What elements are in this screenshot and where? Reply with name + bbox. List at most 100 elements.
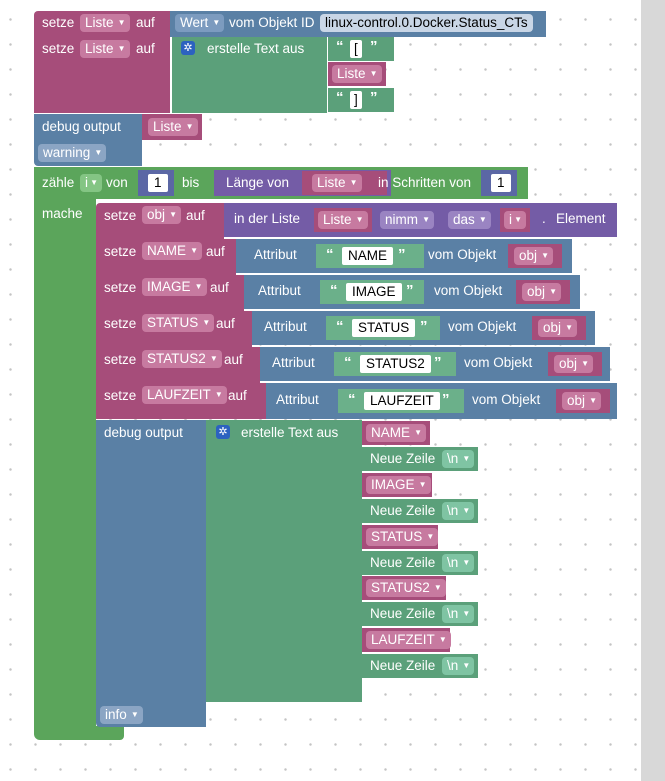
attr-name-text[interactable]: “ STATUS2 ”: [334, 352, 456, 376]
text-value[interactable]: STATUS: [352, 319, 416, 337]
gear-icon[interactable]: ✲: [216, 425, 230, 439]
step-number-block[interactable]: 1: [481, 170, 517, 196]
set-image-block[interactable]: setze IMAGE ▼ auf: [96, 275, 244, 311]
dropdown-arrow-icon: ▼: [130, 710, 139, 719]
newline-item[interactable]: Neue Zeile \n ▼: [362, 499, 478, 523]
gear-icon[interactable]: ✲: [181, 41, 195, 55]
status-var-item[interactable]: STATUS ▼: [362, 525, 439, 549]
text-literal-open[interactable]: “ [ ”: [328, 37, 394, 61]
list-where-dropdown[interactable]: das ▼: [448, 211, 491, 229]
var-dropdown[interactable]: obj ▼: [522, 283, 562, 301]
get-attribute-block-name[interactable]: Attribut “ NAME ” vom Objekt obj ▼: [236, 239, 572, 273]
loop-var-dropdown[interactable]: i ▼: [80, 174, 102, 192]
newline-item[interactable]: Neue Zeile \n ▼: [362, 447, 478, 471]
debug-output-block-2[interactable]: debug output info ▼: [96, 420, 206, 727]
set-label: setze: [42, 15, 75, 30]
get-attribute-block-status[interactable]: Attribut “ STATUS ” vom Objekt obj ▼: [252, 311, 595, 345]
count-loop-header[interactable]: zähle i ▼ von 1 bis Länge von Liste ▼ in S…: [34, 167, 528, 199]
var-dropdown[interactable]: obj ▼: [562, 392, 602, 410]
list-var-block[interactable]: Liste ▼: [302, 171, 387, 195]
var-dropdown[interactable]: STATUS2 ▼: [366, 579, 446, 597]
set-liste-block-2[interactable]: setze Liste ▼ auf: [34, 37, 170, 113]
var-dropdown[interactable]: Liste ▼: [332, 65, 382, 83]
image-var-item[interactable]: IMAGE ▼: [362, 473, 432, 497]
get-attribute-block-image[interactable]: Attribut “ IMAGE ” vom Objekt obj ▼: [244, 275, 580, 309]
list-op-dropdown[interactable]: nimm ▼: [380, 211, 434, 229]
obj-var-block[interactable]: obj ▼: [548, 352, 602, 376]
workspace-scrollbar[interactable]: [641, 0, 665, 781]
obj-var-block[interactable]: obj ▼: [556, 389, 610, 413]
var-dropdown[interactable]: obj ▼: [142, 206, 182, 224]
set-obj-block[interactable]: setze obj ▼ auf: [96, 203, 224, 239]
text-value[interactable]: STATUS2: [360, 355, 431, 373]
var-dropdown[interactable]: obj ▼: [554, 355, 594, 373]
var-dropdown[interactable]: LAUFZEIT ▼: [366, 631, 451, 649]
status2-var-item[interactable]: STATUS2 ▼: [362, 576, 446, 600]
log-level-dropdown[interactable]: warning ▼: [38, 144, 107, 162]
obj-var-block[interactable]: obj ▼: [516, 280, 570, 304]
newline-item[interactable]: Neue Zeile \n ▼: [362, 654, 478, 678]
text-value[interactable]: NAME: [342, 247, 394, 265]
get-attribute-block-status2[interactable]: Attribut “ STATUS2 ” vom Objekt obj ▼: [260, 347, 610, 381]
var-dropdown[interactable]: STATUS2 ▼: [142, 350, 222, 368]
liste-var-block[interactable]: Liste ▼: [328, 62, 386, 86]
text-literal-close[interactable]: “ ] ”: [328, 88, 394, 112]
create-text-block-1[interactable]: ✲ erstelle Text aus: [172, 37, 327, 113]
set-laufzeit-block[interactable]: setze LAUFZEIT ▼ auf: [96, 383, 266, 419]
value-type-dropdown[interactable]: Wert ▼: [175, 14, 225, 32]
newline-dropdown[interactable]: \n ▼: [442, 605, 475, 623]
attr-name-text[interactable]: “ IMAGE ”: [320, 280, 424, 304]
newline-item[interactable]: Neue Zeile \n ▼: [362, 602, 478, 626]
log-level-dropdown[interactable]: info ▼: [100, 706, 143, 724]
var-dropdown[interactable]: IMAGE ▼: [366, 476, 431, 494]
var-dropdown[interactable]: NAME ▼: [366, 424, 427, 442]
liste-var-debug[interactable]: Liste ▼: [142, 114, 202, 140]
text-value[interactable]: IMAGE: [346, 283, 402, 301]
var-dropdown[interactable]: IMAGE ▼: [142, 278, 207, 296]
start-number[interactable]: 1: [148, 174, 168, 192]
var-dropdown[interactable]: Liste ▼: [318, 211, 368, 229]
newline-item[interactable]: Neue Zeile \n ▼: [362, 551, 478, 575]
debug-output-block-1[interactable]: debug output warning ▼: [34, 114, 142, 166]
text-value[interactable]: ]: [350, 91, 362, 109]
newline-dropdown[interactable]: \n ▼: [442, 554, 475, 572]
index-var-block[interactable]: i ▼: [500, 208, 530, 232]
list-var-block[interactable]: Liste ▼: [314, 208, 372, 232]
var-dropdown[interactable]: NAME ▼: [142, 242, 203, 260]
var-dropdown[interactable]: obj ▼: [514, 247, 554, 265]
newline-dropdown[interactable]: \n ▼: [442, 657, 475, 675]
var-dropdown[interactable]: STATUS ▼: [366, 528, 439, 546]
step-number[interactable]: 1: [491, 174, 511, 192]
attr-name-text[interactable]: “ LAUFZEIT ”: [338, 389, 464, 413]
get-attribute-block-laufzeit[interactable]: Attribut “ LAUFZEIT ” vom Objekt obj ▼: [266, 383, 617, 419]
set-liste-block-1[interactable]: setze Liste ▼ auf: [34, 11, 170, 37]
text-value[interactable]: LAUFZEIT: [364, 392, 440, 410]
start-number-block[interactable]: 1: [138, 170, 174, 196]
var-dropdown[interactable]: Liste ▼: [80, 40, 130, 58]
set-name-block[interactable]: setze NAME ▼ auf: [96, 239, 236, 275]
newline-dropdown[interactable]: \n ▼: [442, 450, 475, 468]
set-status-block[interactable]: setze STATUS ▼ auf: [96, 311, 252, 347]
object-id-field[interactable]: linux-control.0.Docker.Status_CTs: [320, 14, 533, 32]
create-text-block-2[interactable]: ✲ erstelle Text aus: [206, 420, 362, 702]
text-value[interactable]: [: [350, 40, 362, 58]
newline-label: Neue Zeile: [370, 503, 436, 518]
var-dropdown[interactable]: Liste ▼: [148, 118, 198, 136]
list-get-block[interactable]: in der Liste Liste ▼ nimm ▼ das ▼ i ▼ . Elem…: [224, 203, 617, 237]
name-var-item[interactable]: NAME ▼: [362, 421, 430, 445]
attr-name-text[interactable]: “ STATUS ”: [326, 316, 440, 340]
laufzeit-var-item[interactable]: LAUFZEIT ▼: [362, 628, 451, 652]
length-of-block[interactable]: Länge von Liste ▼: [214, 170, 391, 196]
newline-dropdown[interactable]: \n ▼: [442, 502, 475, 520]
obj-var-block[interactable]: obj ▼: [532, 316, 586, 340]
obj-var-block[interactable]: obj ▼: [508, 244, 562, 268]
var-dropdown[interactable]: STATUS ▼: [142, 314, 215, 332]
attr-name-text[interactable]: “ NAME ”: [316, 244, 424, 268]
var-dropdown[interactable]: Liste ▼: [80, 14, 130, 32]
get-object-value-block[interactable]: Wert ▼ vom Objekt ID linux-control.0.Dock…: [170, 11, 546, 37]
var-dropdown[interactable]: LAUFZEIT ▼: [142, 386, 227, 404]
var-dropdown[interactable]: i ▼: [504, 211, 526, 229]
var-dropdown[interactable]: Liste ▼: [312, 174, 362, 192]
set-status2-block[interactable]: setze STATUS2 ▼ auf: [96, 347, 260, 383]
var-dropdown[interactable]: obj ▼: [538, 319, 578, 337]
